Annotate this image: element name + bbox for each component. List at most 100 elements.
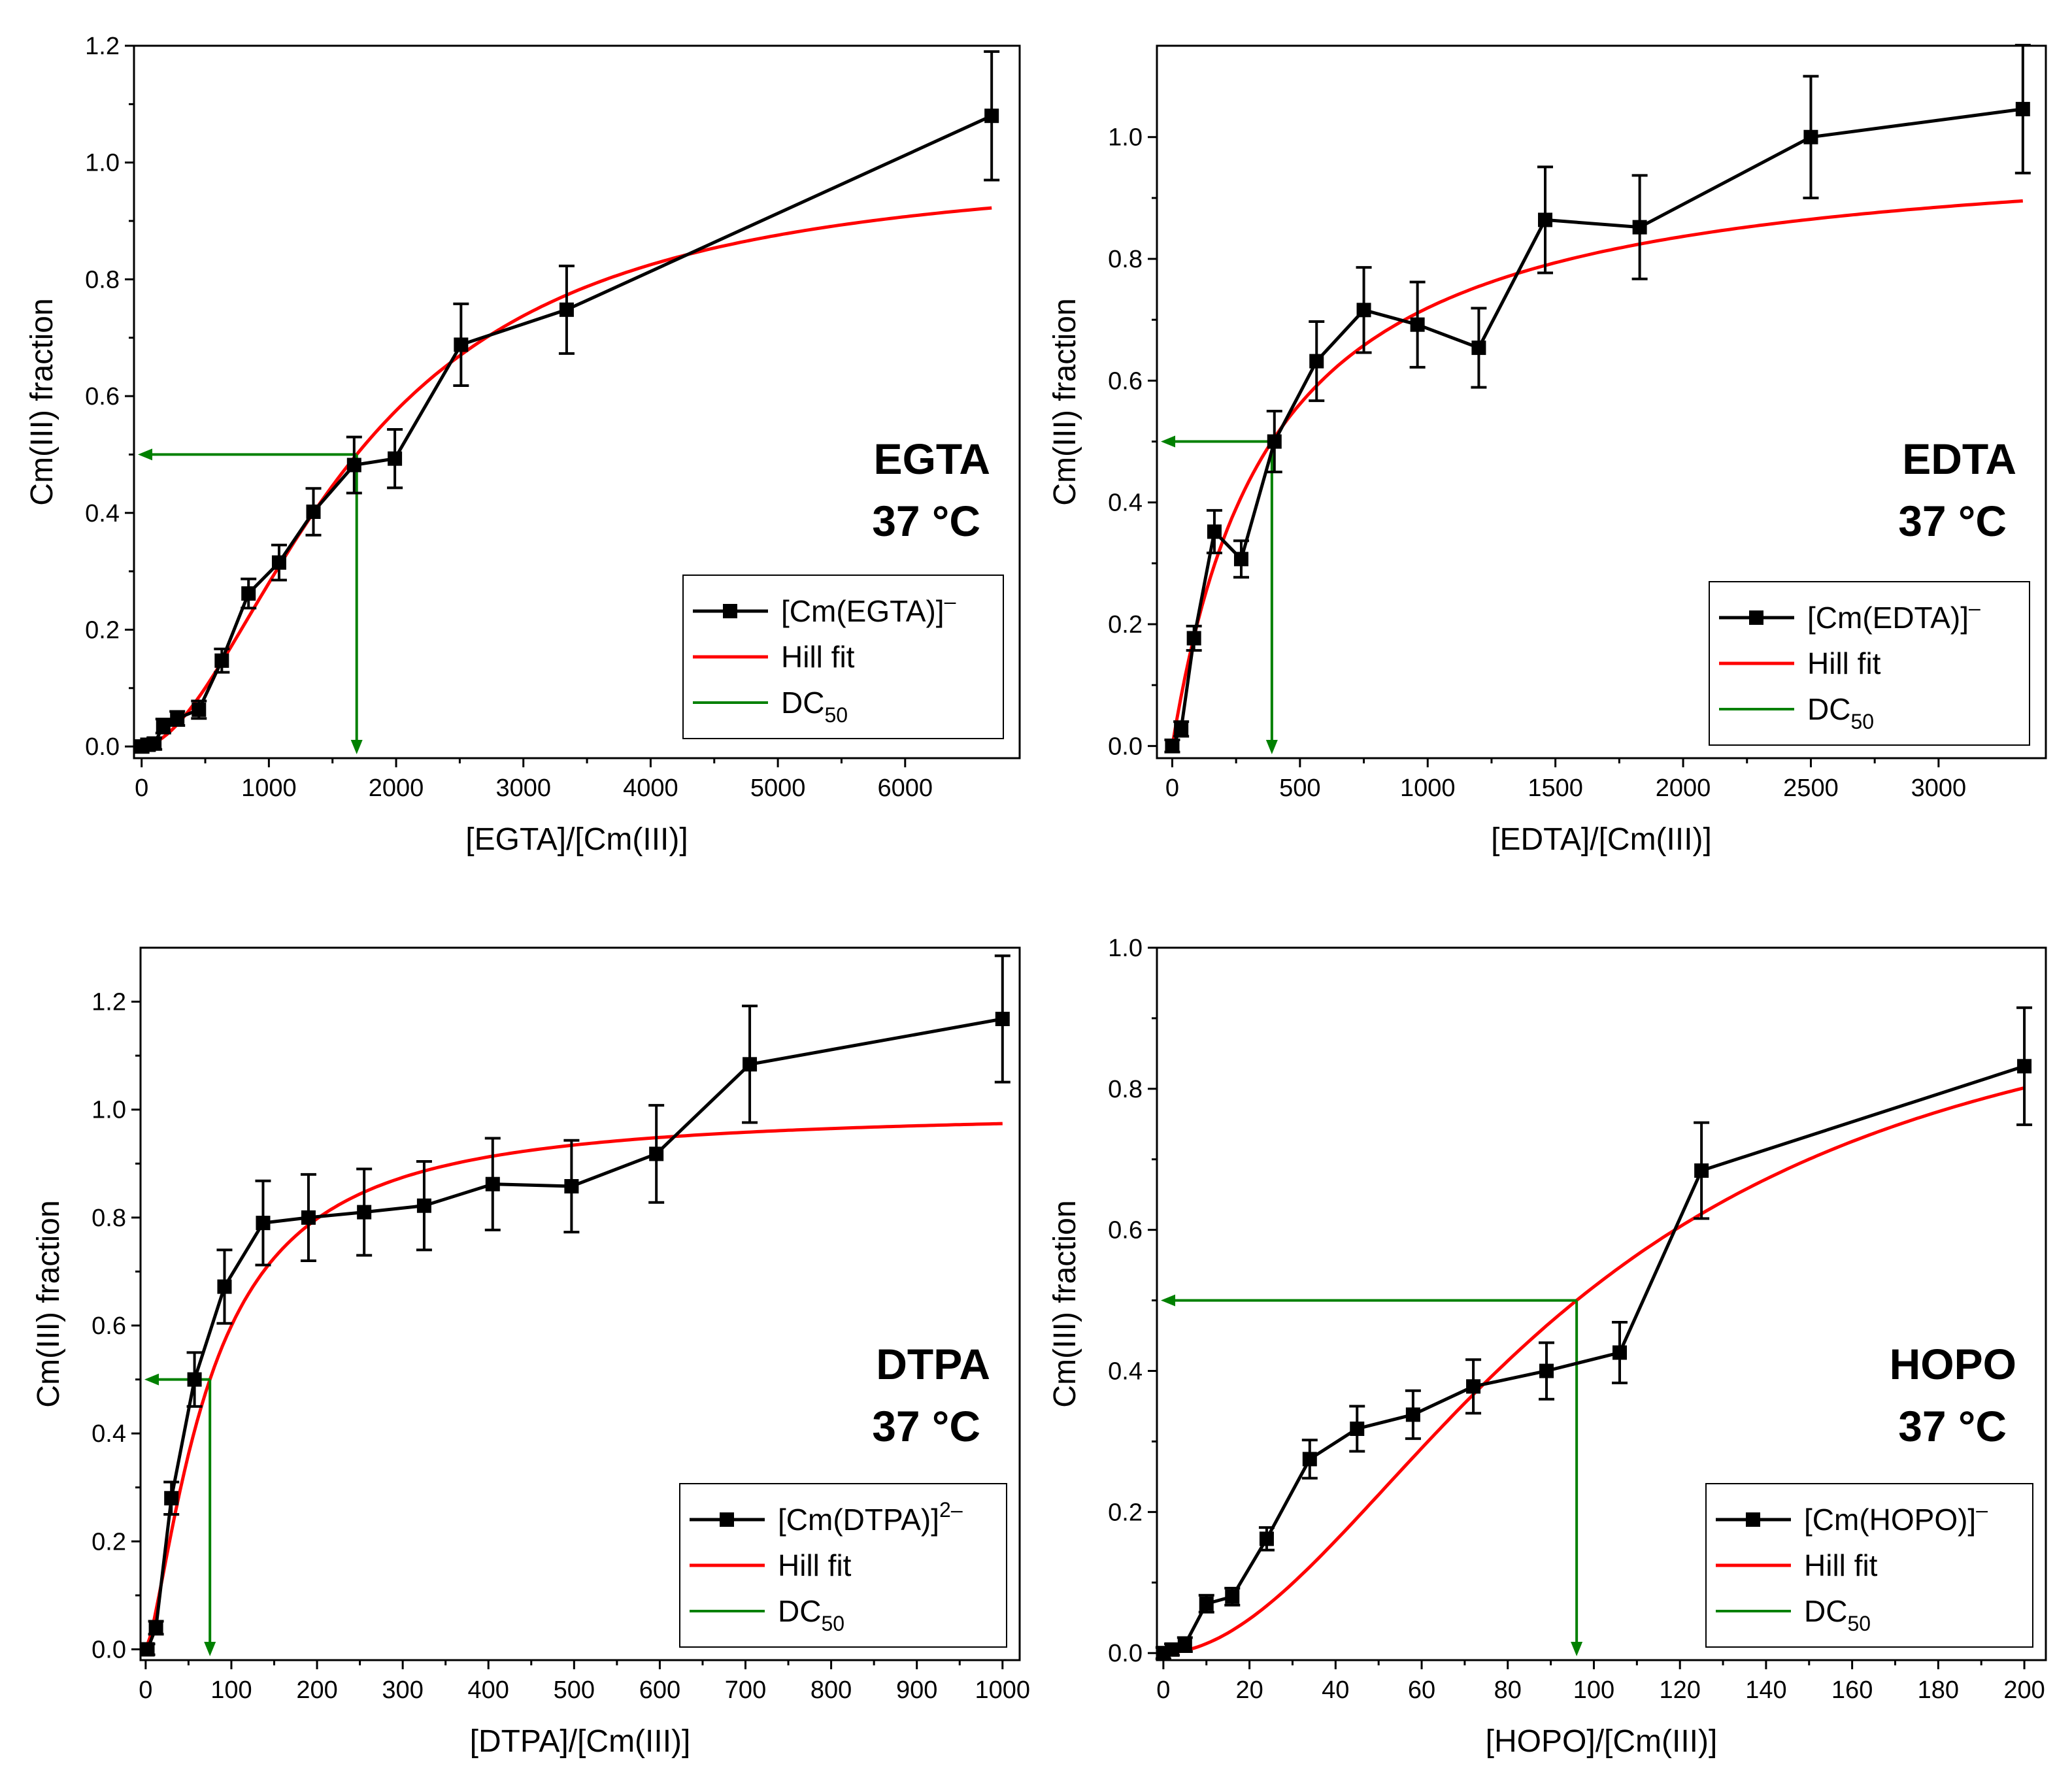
legend-series-label: [Cm(HOPO)]– [1804, 1498, 1988, 1537]
data-point [187, 1372, 202, 1387]
legend-series-marker [720, 1512, 734, 1527]
x-tick-label: 600 [639, 1676, 680, 1704]
y-tick-label: 0.4 [92, 1420, 126, 1448]
legend-series-charge: 2– [939, 1498, 963, 1522]
dc50-arrowhead-left [144, 1373, 159, 1386]
data-point [1632, 220, 1647, 235]
y-axis-title: Cm(III) fraction [31, 1200, 66, 1407]
legend-dc50-label: DC50 [1804, 1594, 1871, 1635]
data-point [1259, 1531, 1274, 1546]
y-tick-label: 0.2 [1108, 1499, 1143, 1526]
legend-series-name: [Cm(HOPO)] [1804, 1503, 1976, 1537]
data-point [564, 1178, 579, 1193]
y-tick-label: 0.0 [92, 1636, 126, 1663]
ligand-label: HOPO [1890, 1340, 2016, 1388]
x-tick-label: 2500 [1783, 775, 1839, 802]
legend-series-marker [723, 604, 737, 618]
hill-fit-curve [1170, 199, 2023, 746]
data-point [1405, 1407, 1420, 1422]
data-point [649, 1146, 664, 1161]
chart-panel-edta: 0 500 1000 1500 2000 2500 3000 0.0 0.2 0.4 0.6 0.8 1… [1048, 44, 2047, 857]
x-tick-label: 200 [296, 1676, 337, 1704]
x-tick-label: 300 [382, 1676, 423, 1704]
x-tick-label: 1000 [1400, 775, 1456, 802]
x-axis-title: [EDTA]/[Cm(III)] [1491, 822, 1712, 857]
ligand-label: DTPA [876, 1340, 990, 1388]
data-point [743, 1057, 758, 1072]
legend-fit-label: Hill fit [778, 1548, 852, 1582]
data-point [1225, 1589, 1240, 1604]
data-point [1612, 1345, 1627, 1360]
y-axis-title: Cm(III) fraction [25, 298, 59, 505]
dc50-arrowhead-left [1161, 435, 1175, 448]
data-point [1186, 631, 1201, 646]
legend-series-label: [Cm(DTPA)]2– [778, 1498, 963, 1537]
legend-dc50-label: DC50 [778, 1594, 844, 1635]
data-point [1471, 341, 1486, 356]
x-tick-label: 180 [1918, 1676, 1959, 1704]
x-tick-label: 6000 [878, 775, 933, 802]
y-axis-title: Cm(III) fraction [1048, 298, 1082, 505]
ligand-label: EDTA [1902, 435, 2016, 483]
x-tick-label: 100 [1573, 1676, 1614, 1704]
x-tick-label: 0 [1156, 1676, 1170, 1704]
x-tick-label: 1000 [241, 775, 297, 802]
legend-box [682, 575, 1004, 739]
x-tick-label: 40 [1322, 1676, 1349, 1704]
data-point [214, 653, 229, 668]
legend-dc50-subscript: 50 [824, 703, 848, 727]
data-point [140, 1642, 155, 1657]
data-point [1356, 303, 1371, 318]
legend-dc50-text: DC [1807, 692, 1850, 726]
y-tick-label: 0.6 [1108, 367, 1143, 395]
dc50-arrowhead-down [204, 1642, 216, 1656]
legend-series-charge: – [1969, 596, 1980, 620]
y-tick-label: 1.0 [92, 1097, 126, 1124]
plot-frame [139, 946, 1021, 1661]
data-point [271, 555, 286, 570]
data-point [1177, 1637, 1192, 1652]
y-tick-label: 0.0 [1108, 1640, 1143, 1667]
plot-frame [133, 44, 1021, 759]
y-tick-label: 0.0 [85, 733, 120, 761]
legend: [Cm(EGTA)]– Hill fit DC50 [682, 575, 1004, 739]
data-series-line [1171, 107, 2024, 747]
data-point [388, 451, 403, 466]
x-tick-label: 800 [810, 1676, 852, 1704]
x-axis-title: [HOPO]/[Cm(III)] [1486, 1724, 1718, 1759]
data-point [170, 711, 185, 726]
y-tick-label: 0.8 [92, 1205, 126, 1232]
data-point [1466, 1379, 1481, 1394]
data-point [256, 1216, 271, 1231]
legend-series-marker [1746, 1512, 1760, 1527]
data-point [485, 1176, 500, 1191]
y-tick-label: 0.8 [1108, 246, 1143, 273]
x-tick-label: 140 [1745, 1676, 1786, 1704]
plot-frame [1156, 44, 2047, 759]
dc50-arrowhead-down [350, 740, 363, 754]
x-axis-title: [EGTA]/[Cm(III)] [465, 822, 688, 857]
y-tick-label: 0.2 [92, 1528, 126, 1556]
data-point [357, 1205, 372, 1220]
data-point [1174, 722, 1189, 737]
x-tick-label: 4000 [623, 775, 678, 802]
data-point [1309, 354, 1324, 369]
y-tick-label: 0.0 [1108, 733, 1143, 760]
data-point [1538, 212, 1553, 227]
temperature-label: 37 °C [1898, 1402, 2007, 1450]
y-tick-label: 1.0 [1108, 935, 1143, 962]
legend-dc50-subscript: 50 [1850, 710, 1874, 733]
data-series-line [146, 1017, 1003, 1650]
x-tick-label: 100 [210, 1676, 252, 1704]
temperature-label: 37 °C [872, 497, 980, 545]
data-point [164, 1491, 179, 1506]
legend-series-name: [Cm(DTPA)] [778, 1503, 939, 1537]
y-tick-label: 1.0 [1108, 124, 1143, 152]
data-point [1165, 739, 1180, 754]
legend-fit-label: Hill fit [781, 640, 855, 674]
data-point [217, 1279, 232, 1294]
x-tick-label: 0 [1165, 775, 1179, 802]
x-tick-label: 5000 [750, 775, 806, 802]
data-point [1207, 524, 1222, 539]
data-point [1165, 1642, 1180, 1657]
